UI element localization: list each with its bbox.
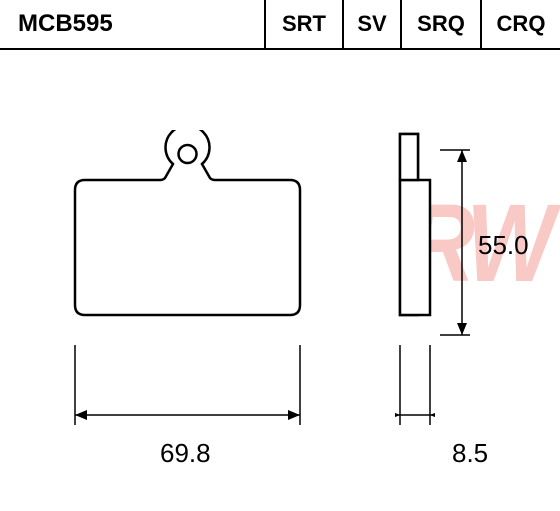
variant-sv: SV <box>342 0 400 48</box>
variant-srt: SRT <box>264 0 342 48</box>
dimension-width-value: 69.8 <box>160 438 211 469</box>
variant-srq: SRQ <box>400 0 480 48</box>
dimension-thickness-value: 8.5 <box>452 438 488 469</box>
dimension-height-value: 55.0 <box>478 230 529 261</box>
brake-pad-side-view <box>395 130 435 345</box>
drawing-area: RW 55.0 69.8 <box>0 50 560 511</box>
brake-pad-front-view <box>45 130 330 345</box>
dimension-width <box>45 345 330 435</box>
variant-crq: CRQ <box>480 0 560 48</box>
dimension-thickness <box>395 345 435 435</box>
header-row: MCB595 SRT SV SRQ CRQ <box>0 0 560 50</box>
technical-drawing-container: MCB595 SRT SV SRQ CRQ RW 55.0 <box>0 0 560 511</box>
part-number: MCB595 <box>0 0 264 48</box>
